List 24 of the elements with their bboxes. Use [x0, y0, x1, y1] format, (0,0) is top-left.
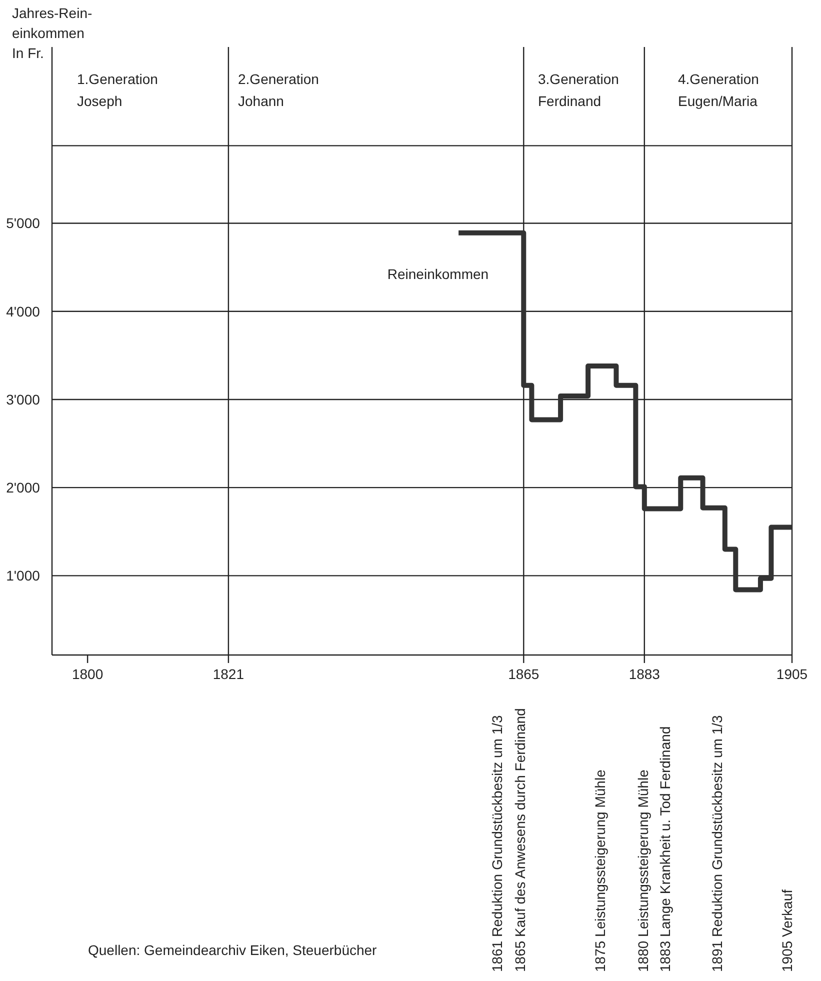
source-note: Quellen: Gemeindearchiv Eiken, Steuerbücher: [88, 942, 378, 958]
annotation: 3.Generation Ferdinand: [538, 71, 619, 109]
annotation: 2.Generation Johann: [238, 71, 319, 109]
x-tick-label: 1883: [628, 666, 660, 682]
y-tick-label: 4'000: [6, 303, 40, 320]
y-axis-title: Jahres-Rein- einkommen In Fr.: [12, 5, 92, 61]
text: 1883 Lange Krankheit u. Tod Ferdinand: [657, 726, 673, 972]
annotation: 1.Generation Joseph: [77, 71, 158, 109]
x-tick-label: 1865: [508, 666, 540, 682]
annotation: 4.Generation Eugen/Maria: [678, 71, 759, 109]
x-tick-label: 1800: [72, 666, 104, 682]
text: 1891 Reduktion Grundstückbesitz um 1/3: [709, 714, 725, 972]
text: 1865 Kauf des Anwesens durch Ferdinand: [512, 708, 528, 972]
text: 1875 Leistungssteigerung Mühle: [592, 769, 608, 972]
text: 1861 Reduktion Grundstückbesitz um 1/3: [489, 714, 505, 972]
x-tick-label: 1821: [212, 666, 244, 682]
y-tick-label: 3'000: [6, 391, 40, 408]
y-tick-label: 5'000: [6, 215, 40, 232]
text: 1880 Leistungssteigerung Mühle: [635, 769, 651, 972]
text: Reineinkommen: [387, 266, 489, 282]
y-tick-label: 2'000: [6, 480, 40, 496]
x-tick-label: 1905: [776, 666, 808, 682]
y-tick-label: 1'000: [6, 568, 40, 584]
text: 1905 Verkauf: [779, 889, 795, 972]
